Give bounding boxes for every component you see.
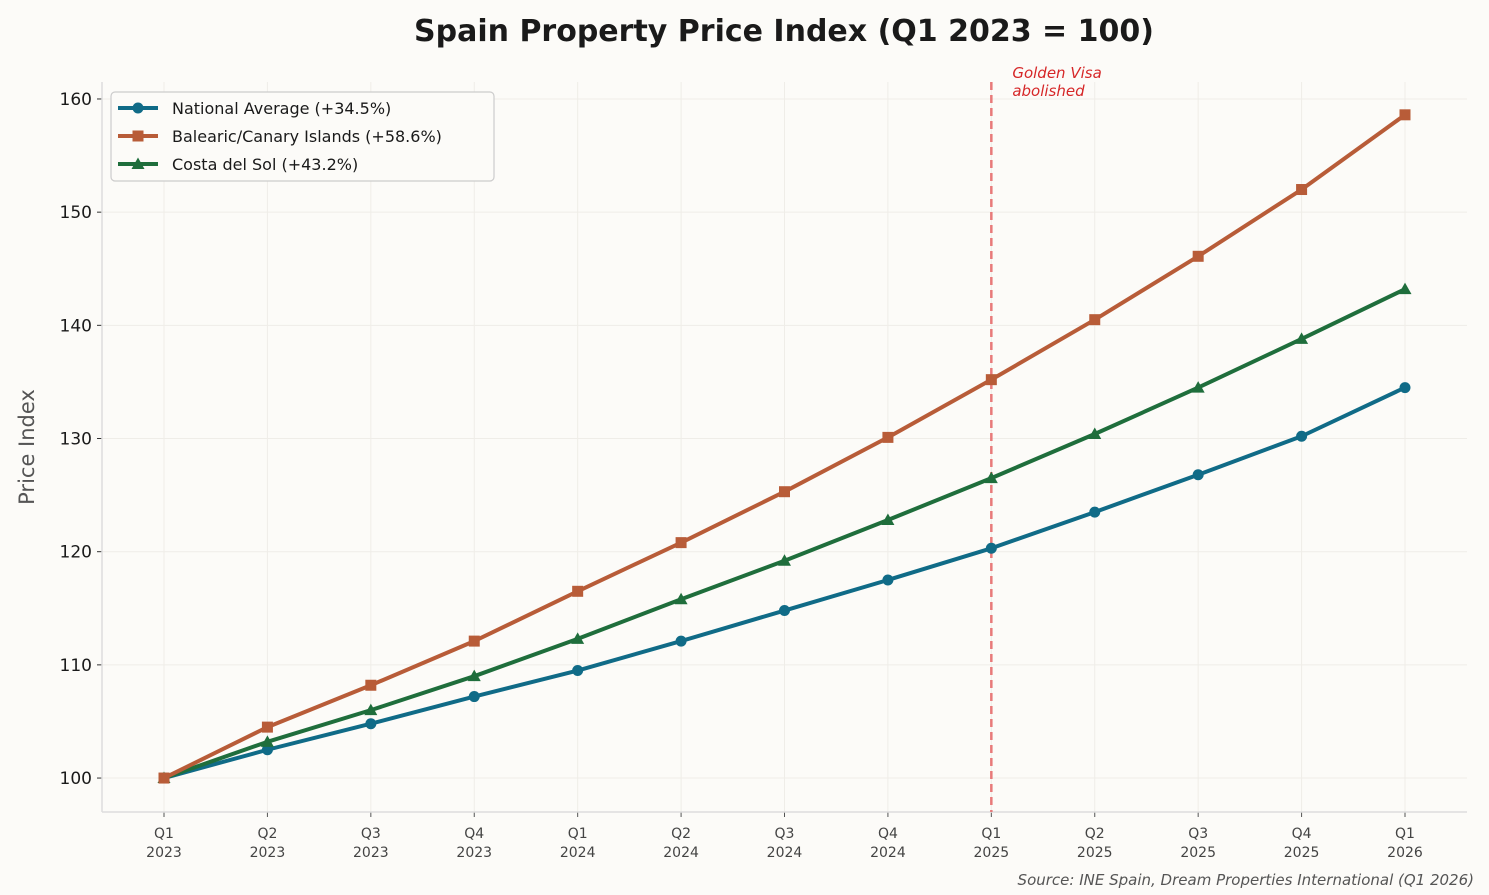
data-point (468, 691, 480, 703)
x-tick-label-quarter: Q2 (671, 826, 691, 842)
x-tick-label-quarter: Q2 (1085, 826, 1105, 842)
data-point (261, 721, 273, 733)
x-tick-label-year: 2024 (560, 845, 596, 861)
data-point (572, 665, 584, 677)
legend-label: Balearic/Canary Islands (+58.6%) (172, 127, 442, 146)
data-point (1296, 184, 1308, 196)
data-point (1399, 109, 1411, 121)
x-tick-label-quarter: Q1 (1395, 826, 1415, 842)
y-tick-label: 100 (60, 769, 92, 789)
data-point (779, 486, 790, 498)
data-point (467, 669, 481, 682)
x-tick-label-year: 2023 (353, 845, 389, 861)
chart-title: Spain Property Price Index (Q1 2023 = 10… (414, 14, 1154, 49)
data-point (468, 635, 480, 647)
legend-swatch-marker (132, 102, 144, 114)
x-tick-label-quarter: Q1 (154, 826, 174, 842)
data-point (985, 374, 997, 386)
data-point (1295, 332, 1309, 344)
data-point (1399, 382, 1411, 394)
x-tick-label-quarter: Q1 (568, 826, 588, 842)
legend-label: National Average (+34.5%) (172, 99, 391, 118)
data-point (882, 431, 894, 443)
x-tick-label-year: 2025 (1180, 845, 1216, 861)
source-note: Source: INE Spain, Dream Properties Inte… (1018, 871, 1474, 889)
legend-label: Costa del Sol (+43.2%) (172, 155, 358, 174)
y-tick-label: 160 (60, 90, 92, 110)
y-tick-label: 140 (60, 316, 92, 336)
data-point (158, 772, 170, 784)
legend-swatch-marker (131, 157, 145, 169)
x-tick-label-year: 2023 (250, 845, 286, 861)
legend-box (110, 91, 495, 182)
annotation-label: abolished (1012, 82, 1085, 100)
data-point (364, 703, 378, 716)
data-point (1296, 430, 1308, 442)
data-point (1089, 506, 1101, 518)
data-point (778, 554, 791, 566)
x-tick-label-year: 2024 (663, 845, 699, 861)
x-tick-label-quarter: Q4 (878, 826, 898, 842)
x-tick-label-year: 2025 (1077, 845, 1113, 861)
data-point (675, 635, 687, 647)
data-point (881, 513, 895, 525)
data-point (1089, 314, 1101, 326)
series-group (157, 109, 1412, 784)
data-point (261, 744, 273, 756)
data-point (985, 542, 997, 554)
x-tick-label-quarter: Q2 (257, 826, 277, 842)
y-tick-label: 130 (60, 430, 92, 450)
x-tick-label-year: 2023 (146, 845, 182, 861)
data-point (779, 605, 790, 617)
x-tick-label-quarter: Q1 (981, 826, 1001, 842)
legend: National Average (+34.5%) Balearic/Canary… (110, 91, 495, 182)
y-tick-label: 110 (60, 656, 92, 676)
x-tick-label-year: 2024 (870, 845, 906, 861)
data-point (1192, 250, 1204, 262)
data-point (571, 632, 585, 644)
x-tick-label-year: 2025 (1284, 845, 1320, 861)
x-tick-label-quarter: Q3 (775, 826, 795, 842)
annotation-label: Golden Visa (1012, 64, 1101, 82)
y-tick-label: 120 (60, 543, 92, 563)
y-tick-label: 150 (60, 203, 92, 223)
data-point (984, 471, 998, 484)
data-point (260, 735, 274, 747)
x-tick-label-quarter: Q3 (1188, 826, 1208, 842)
data-point (1191, 381, 1205, 393)
series-2 (157, 282, 1412, 784)
data-point (1088, 427, 1102, 439)
x-tick-label-year: 2026 (1387, 845, 1423, 861)
data-point (675, 537, 687, 549)
x-tick-label-year: 2024 (767, 845, 803, 861)
data-point (674, 592, 688, 605)
series-1 (158, 109, 1411, 784)
x-tick-label-year: 2023 (456, 845, 492, 861)
x-tick-label-quarter: Q4 (1292, 826, 1312, 842)
x-tick-label-quarter: Q3 (361, 826, 381, 842)
data-point (1398, 282, 1412, 295)
x-tick-label-quarter: Q4 (464, 826, 484, 842)
axes: 100 110 120 130 140 150 160 Q1 2023 Q2 2023 Q3 2023 Q… (60, 82, 1467, 861)
data-point (365, 718, 377, 730)
grid (102, 82, 1467, 812)
y-axis-label: Price Index (15, 389, 39, 505)
legend-swatch-marker (132, 130, 144, 142)
data-point (365, 679, 377, 691)
data-point (1192, 469, 1204, 481)
data-point (882, 574, 894, 586)
x-tick-label-year: 2025 (974, 845, 1010, 861)
data-point (572, 585, 584, 597)
